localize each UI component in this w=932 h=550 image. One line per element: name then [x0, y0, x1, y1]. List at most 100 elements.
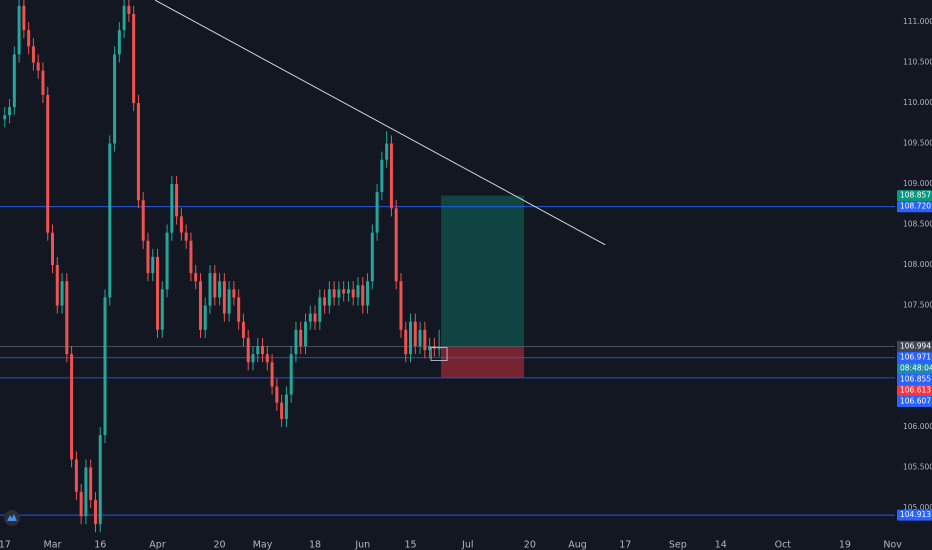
candle-body [89, 467, 93, 500]
candle-body [208, 273, 212, 306]
y-tick-label: 110.000 [903, 98, 932, 107]
logo[interactable] [4, 510, 20, 526]
x-tick-label: 15 [404, 540, 416, 550]
candle-body [93, 499, 97, 525]
candle-body [337, 289, 341, 298]
candle-body [289, 354, 293, 395]
candle-body [146, 240, 150, 274]
y-tick-label: 107.500 [903, 301, 932, 310]
candle-body [318, 297, 322, 322]
price-label-bg [897, 396, 932, 408]
candle-body [351, 289, 355, 298]
x-tick-label: 18 [309, 540, 321, 550]
countdown-label: 08:48:04 [900, 364, 932, 373]
candle-body [265, 354, 269, 363]
candle-body [375, 192, 379, 233]
candle-body [270, 362, 274, 387]
price-label-bg [897, 385, 932, 397]
candle-body [275, 386, 279, 403]
candle-body [284, 394, 288, 419]
y-tick-label: 106.000 [903, 422, 932, 431]
candle-body [141, 200, 145, 241]
candle-body [170, 184, 174, 233]
candle-body [294, 329, 298, 355]
candle-body [299, 329, 303, 347]
candle-body [232, 289, 236, 298]
x-tick-label: Aug [568, 540, 587, 550]
x-tick-label: Jun [354, 540, 370, 550]
price-label: 106.971 [900, 353, 931, 362]
candle-body [113, 54, 117, 144]
candle-body [227, 289, 231, 314]
candle-body [3, 115, 7, 120]
candle-body [8, 107, 12, 116]
candle-body [117, 30, 121, 55]
candle-body [84, 467, 88, 517]
candle-body [175, 184, 179, 217]
candle-body [222, 281, 226, 314]
candle-body [342, 289, 346, 294]
candle-body [332, 289, 336, 298]
candle-body [156, 256, 160, 330]
price-label: 108.857 [900, 191, 931, 200]
candle-body [27, 30, 31, 47]
candle-body [394, 208, 398, 282]
y-tick-label: 109.500 [903, 139, 932, 148]
candle-body [160, 289, 164, 330]
price-label: 108.720 [900, 202, 931, 211]
x-tick-label: Sep [669, 540, 687, 550]
candle-body [31, 46, 35, 63]
candle-body [17, 5, 21, 55]
candle-body [370, 232, 374, 282]
candle-body [280, 402, 284, 419]
x-tick-label: 17 [0, 540, 11, 550]
candle-body [346, 289, 350, 294]
candle-body [203, 305, 207, 330]
plot-area [0, 0, 895, 533]
candle-body [246, 337, 250, 363]
countdown-bg [897, 363, 932, 375]
candle-body [165, 232, 169, 290]
candle-body [136, 103, 140, 201]
x-tick-label: Nov [883, 540, 902, 550]
candle-body [151, 256, 155, 274]
x-tick-label: Apr [149, 540, 166, 550]
candle-body [98, 435, 102, 525]
price-label-bg [897, 190, 932, 202]
candle-body [418, 329, 422, 347]
position-handle[interactable] [430, 347, 448, 361]
candle-body [380, 159, 384, 193]
candle-body [385, 143, 389, 160]
stop-zone [441, 346, 525, 378]
x-tick-label: Mar [44, 540, 62, 550]
x-tick-label: Jul [461, 540, 473, 550]
x-tick-label: Oct [775, 540, 792, 550]
logo-icon[interactable] [7, 514, 17, 521]
candle-body [179, 216, 183, 233]
candle-body [12, 54, 16, 108]
candle-body [65, 281, 69, 355]
candle-body [413, 321, 417, 347]
candle-body [303, 321, 307, 347]
candle-body [256, 346, 260, 355]
candle-body [122, 5, 126, 31]
price-label-bg [897, 201, 932, 213]
candle-body [251, 354, 255, 363]
price-label-bg [897, 352, 932, 364]
candle-body [194, 273, 198, 282]
candle-body [108, 143, 112, 298]
candle-body [74, 459, 78, 492]
candle-body [423, 329, 427, 351]
price-label: 106.855 [900, 375, 931, 384]
x-tick-label: 17 [619, 540, 631, 550]
price-label: 106.994 [900, 342, 931, 351]
candle-body [366, 281, 370, 306]
y-tick-label: 108.500 [903, 220, 932, 229]
candle-body [218, 281, 222, 298]
candle-body [327, 289, 331, 306]
candle-body [437, 348, 441, 350]
candle-body [241, 321, 245, 338]
candle-body [103, 297, 107, 436]
